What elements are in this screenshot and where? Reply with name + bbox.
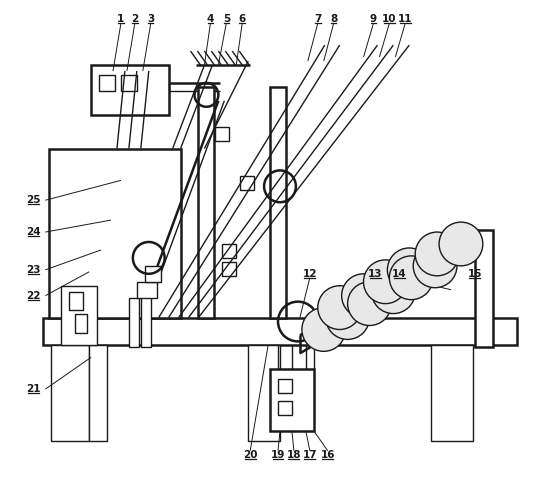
Text: 15: 15: [468, 269, 482, 279]
Circle shape: [342, 274, 385, 318]
Bar: [91, 65, 169, 115]
Text: 21: 21: [26, 384, 41, 394]
Bar: [198, 87, 214, 318]
Text: 25: 25: [26, 195, 41, 205]
Circle shape: [415, 232, 459, 276]
Bar: [129, 298, 139, 348]
Text: 14: 14: [392, 269, 407, 279]
Text: 22: 22: [26, 291, 41, 300]
Circle shape: [326, 296, 370, 339]
Text: 23: 23: [26, 265, 41, 275]
Bar: [240, 176, 254, 190]
Bar: [431, 346, 473, 441]
Circle shape: [318, 286, 362, 329]
Bar: [248, 346, 280, 441]
Bar: [137, 282, 157, 298]
Text: 19: 19: [271, 450, 285, 460]
Bar: [121, 75, 137, 91]
Text: 5: 5: [223, 14, 230, 24]
Bar: [216, 127, 229, 141]
Circle shape: [371, 270, 415, 313]
Bar: [69, 292, 83, 310]
Text: 10: 10: [382, 14, 396, 24]
Bar: [89, 346, 107, 441]
Bar: [278, 379, 292, 393]
Bar: [270, 87, 286, 318]
Text: 17: 17: [302, 450, 317, 460]
Text: 9: 9: [370, 14, 377, 24]
Text: 8: 8: [330, 14, 337, 24]
Bar: [475, 230, 493, 348]
Text: 2: 2: [131, 14, 138, 24]
Circle shape: [388, 248, 431, 292]
Text: 13: 13: [368, 269, 382, 279]
Bar: [270, 369, 314, 431]
Bar: [141, 290, 151, 348]
Bar: [222, 244, 236, 258]
Bar: [222, 262, 236, 276]
Text: 24: 24: [26, 227, 41, 237]
Circle shape: [348, 282, 391, 325]
Text: 18: 18: [287, 450, 301, 460]
Text: 6: 6: [239, 14, 246, 24]
Text: 12: 12: [302, 269, 317, 279]
Circle shape: [413, 244, 457, 288]
Text: 16: 16: [320, 450, 335, 460]
Circle shape: [302, 308, 346, 351]
Bar: [145, 266, 161, 282]
Bar: [43, 318, 517, 346]
Circle shape: [389, 256, 433, 300]
Text: 3: 3: [147, 14, 155, 24]
Text: 1: 1: [117, 14, 124, 24]
Text: 7: 7: [314, 14, 321, 24]
Bar: [61, 286, 97, 346]
Text: 11: 11: [398, 14, 413, 24]
Bar: [52, 346, 89, 441]
Circle shape: [363, 260, 407, 304]
Circle shape: [439, 222, 483, 266]
Bar: [99, 75, 115, 91]
Bar: [75, 313, 87, 334]
Bar: [49, 148, 180, 318]
Bar: [278, 401, 292, 415]
Text: 20: 20: [243, 450, 258, 460]
Text: 4: 4: [207, 14, 214, 24]
